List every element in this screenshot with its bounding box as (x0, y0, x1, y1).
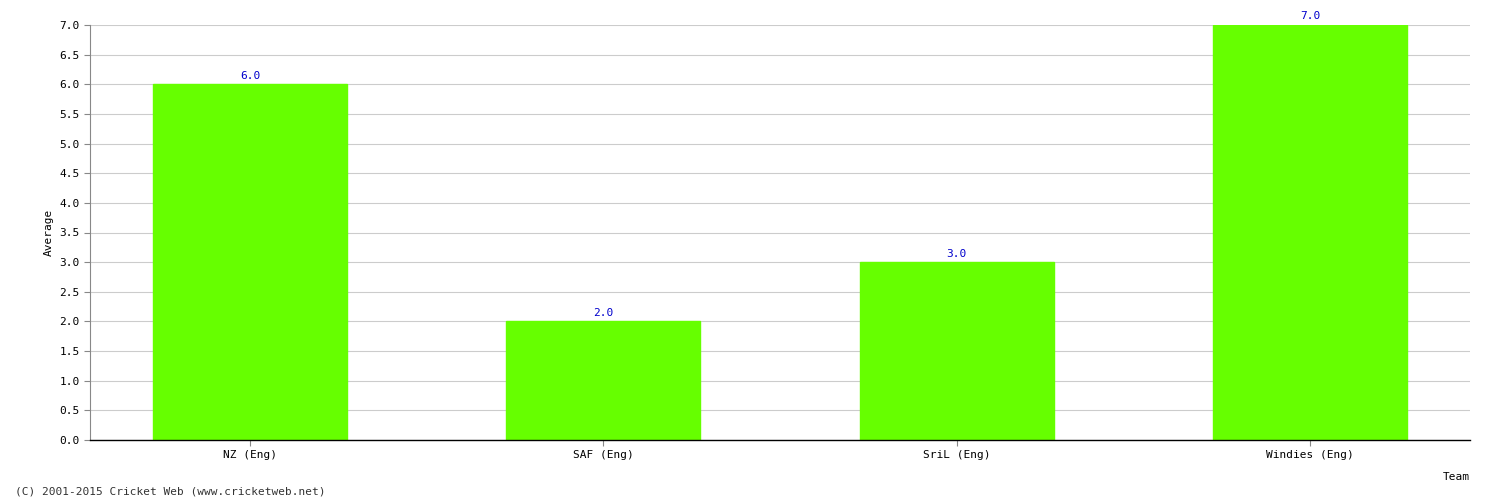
Bar (506, 322, 700, 440)
Text: 6.0: 6.0 (240, 70, 260, 81)
Bar (859, 262, 1054, 440)
Text: 3.0: 3.0 (946, 248, 968, 258)
Text: 7.0: 7.0 (1300, 12, 1320, 22)
Bar (1214, 25, 1407, 440)
Text: (C) 2001-2015 Cricket Web (www.cricketweb.net): (C) 2001-2015 Cricket Web (www.cricketwe… (15, 487, 326, 497)
Y-axis label: Average: Average (44, 209, 54, 256)
Text: 2.0: 2.0 (592, 308, 613, 318)
Bar (153, 84, 346, 440)
Text: Team: Team (1443, 472, 1470, 482)
